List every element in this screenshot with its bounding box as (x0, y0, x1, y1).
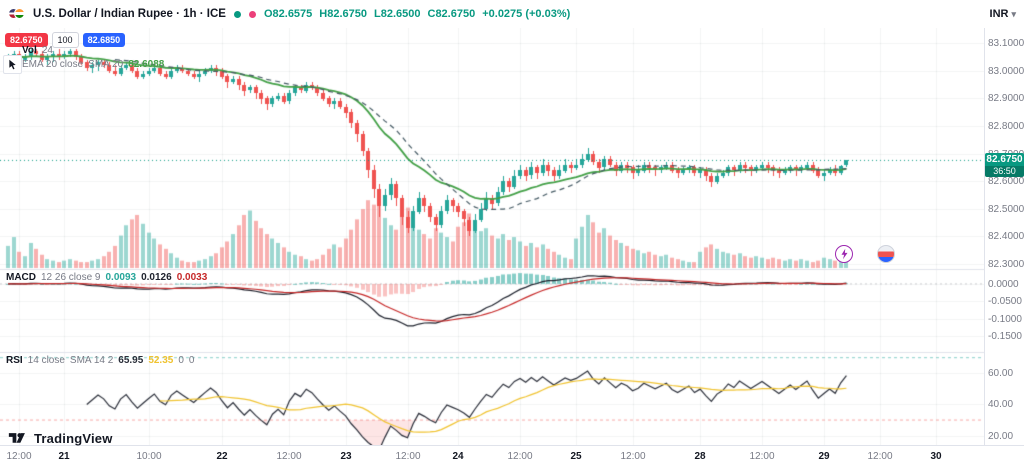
rsi-legend-extra: SMA 14 2 (69, 355, 114, 366)
price-tick-label: 0.0000 (988, 278, 1019, 290)
symbol-title[interactable]: U.S. Dollar / Indian Rupee · 1h · ICE (33, 8, 226, 20)
brand-name: TradingView (34, 431, 113, 446)
tradingview-mark-icon (8, 433, 25, 443)
time-tick-label: 12:00 (276, 451, 302, 462)
price-tick-label: 82.6000 (988, 176, 1024, 188)
time-tick-label: 12:00 (749, 451, 775, 462)
time-tick-label: 25 (570, 451, 582, 462)
macd-legend-params: 12 26 close 9 (41, 272, 101, 283)
rsi-legend[interactable]: RSI 14 close SMA 14 2 65.95 52.35 0 0 (6, 355, 194, 366)
time-tick-label: 12:00 (867, 451, 893, 462)
macd-legend-title: MACD (6, 272, 36, 283)
cursor-arrow-icon (9, 59, 16, 70)
currency-label: INR (989, 8, 1009, 20)
buy-button[interactable]: 82.6850 (82, 33, 126, 47)
macd-legend[interactable]: MACD 12 26 close 9 0.0093 0.0126 0.0033 (6, 272, 207, 283)
price-axis[interactable]: 83.100083.000082.900082.800082.700082.60… (984, 28, 1024, 446)
rsi-legend-title: RSI (6, 355, 23, 366)
close-value: C82.6750 (427, 8, 476, 20)
volume-legend-title: Vol (22, 45, 37, 56)
currency-selector[interactable]: INR ▾ (990, 8, 1016, 20)
events-flag-button[interactable] (877, 245, 895, 263)
price-tick-label: 82.5000 (988, 203, 1024, 215)
bar-countdown: 36:50 (985, 166, 1024, 177)
chevron-down-icon: ▾ (1011, 8, 1016, 19)
low-value: L82.6500 (374, 8, 421, 20)
open-value: O82.6575 (263, 8, 313, 20)
sma-legend-label: SMA 20 (88, 59, 124, 70)
last-price-value: 82.6750 (985, 153, 1024, 166)
time-tick-label: 28 (694, 451, 706, 462)
price-tick-label: 82.9000 (988, 93, 1024, 105)
time-tick-label: 10:00 (136, 451, 162, 462)
time-tick-label: 12:00 (620, 451, 646, 462)
quick-trade-button[interactable] (835, 245, 853, 263)
macd-signal-value: 0.0033 (176, 272, 208, 283)
symbol-flags-icon (8, 8, 25, 20)
time-tick-label: 21 (58, 451, 70, 462)
ohlc-readout: O82.6575 H82.6750 L82.6500 C82.6750 +0.0… (264, 8, 570, 20)
high-value: H82.6750 (319, 8, 368, 20)
price-tick-label: -0.1000 (988, 313, 1022, 325)
change-value: +0.0275 (+0.03%) (482, 8, 571, 20)
time-tick-label: 30 (930, 451, 942, 462)
price-tick-label: 82.3000 (988, 258, 1024, 270)
price-tick-label: -0.1500 (988, 331, 1022, 343)
ema-legend-label: EMA 20 close (22, 59, 84, 70)
cursor-tool-button[interactable] (3, 55, 22, 74)
price-tick-label: 20.00 (988, 430, 1014, 442)
time-tick-label: 12:00 (395, 451, 421, 462)
rsi-legend-params: 14 close (27, 355, 65, 366)
time-tick-label: 12:00 (507, 451, 533, 462)
rsi-band-value-2: 0 (188, 355, 195, 366)
macd-line-value: 0.0126 (141, 272, 172, 283)
ma-legend[interactable]: EMA 20 close SMA 20 82.6088 (22, 59, 164, 70)
time-tick-label: 12:00 (6, 451, 32, 462)
price-tick-label: 60.00 (988, 368, 1014, 380)
rsi-value: 65.95 (118, 355, 144, 366)
time-tick-label: 24 (452, 451, 464, 462)
time-tick-label: 23 (340, 451, 352, 462)
sell-button[interactable]: 82.6750 (5, 33, 48, 47)
indicator-dot-pink-icon (248, 10, 256, 18)
last-price-badge: 82.6750 36:50 (985, 153, 1024, 177)
rsi-band-value-1: 0 (178, 355, 184, 366)
time-tick-label: 29 (818, 451, 830, 462)
time-axis[interactable]: 12:00 21 10:00 22 12:00 23 12:00 24 12:00 25 12:00… (0, 445, 1024, 469)
ma-legend-value: 82.6088 (128, 59, 165, 70)
indicator-dot-teal-icon (233, 10, 241, 18)
chart-canvas[interactable] (0, 28, 985, 446)
quantity-field[interactable]: 100 (51, 32, 79, 48)
chart-toolbar: U.S. Dollar / Indian Rupee · 1h · ICE O8… (0, 0, 1024, 28)
rsi-sma-value: 52.35 (148, 355, 174, 366)
price-tick-label: 83.0000 (988, 65, 1024, 77)
price-tick-label: -0.0500 (988, 296, 1022, 308)
macd-hist-value: 0.0093 (105, 272, 137, 283)
time-tick-label: 22 (216, 451, 228, 462)
price-tick-label: 82.8000 (988, 120, 1024, 132)
trade-order-widget: 82.6750 100 82.6850 (5, 32, 126, 48)
tradingview-logo[interactable]: TradingView (8, 431, 113, 446)
volume-legend-value: 24 (41, 45, 53, 56)
price-tick-label: 82.4000 (988, 231, 1024, 243)
inr-flag-icon (14, 8, 25, 19)
price-tick-label: 83.1000 (988, 38, 1024, 50)
lightning-icon (841, 248, 847, 260)
volume-legend[interactable]: Vol 24 (22, 45, 53, 56)
price-tick-label: 40.00 (988, 399, 1014, 411)
